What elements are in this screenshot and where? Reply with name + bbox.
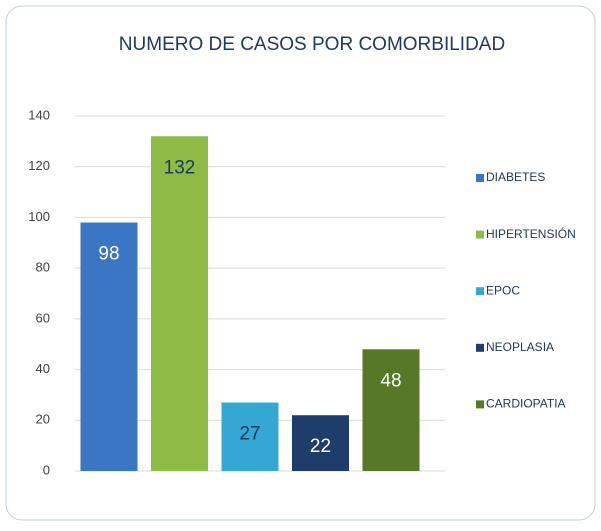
bar [292, 415, 349, 471]
value-label: 132 [164, 157, 196, 178]
bar [151, 136, 208, 472]
legend-swatch [476, 343, 484, 352]
value-label: 27 [239, 424, 260, 445]
legend-label: DIABETES [486, 170, 545, 184]
legend-label: NEOPLASIA [486, 340, 554, 354]
legend-label: CARDIOPATIA [486, 397, 566, 411]
legend-swatch [476, 400, 484, 409]
bar [80, 222, 138, 471]
legend-swatch [476, 287, 484, 296]
legend-label: HIPERTENSIÓN [486, 226, 576, 241]
value-label: 22 [310, 436, 331, 457]
y-tick-label: 140 [28, 107, 50, 122]
y-tick-label: 120 [28, 158, 50, 173]
y-tick-label: 0 [43, 462, 50, 477]
bar [362, 349, 420, 471]
y-tick-label: 20 [36, 412, 50, 427]
legend-label: EPOC [486, 283, 520, 297]
value-label: 98 [98, 244, 119, 265]
y-tick-label: 80 [36, 260, 50, 275]
y-tick-label: 100 [28, 209, 50, 224]
legend-swatch [476, 174, 484, 182]
value-label: 48 [380, 370, 401, 391]
y-tick-label: 60 [36, 310, 50, 325]
y-tick-label: 40 [36, 361, 50, 376]
bar [221, 402, 279, 471]
chart-title: NUMERO DE CASOS POR COMORBILIDAD [119, 34, 505, 55]
legend-swatch [476, 230, 484, 239]
